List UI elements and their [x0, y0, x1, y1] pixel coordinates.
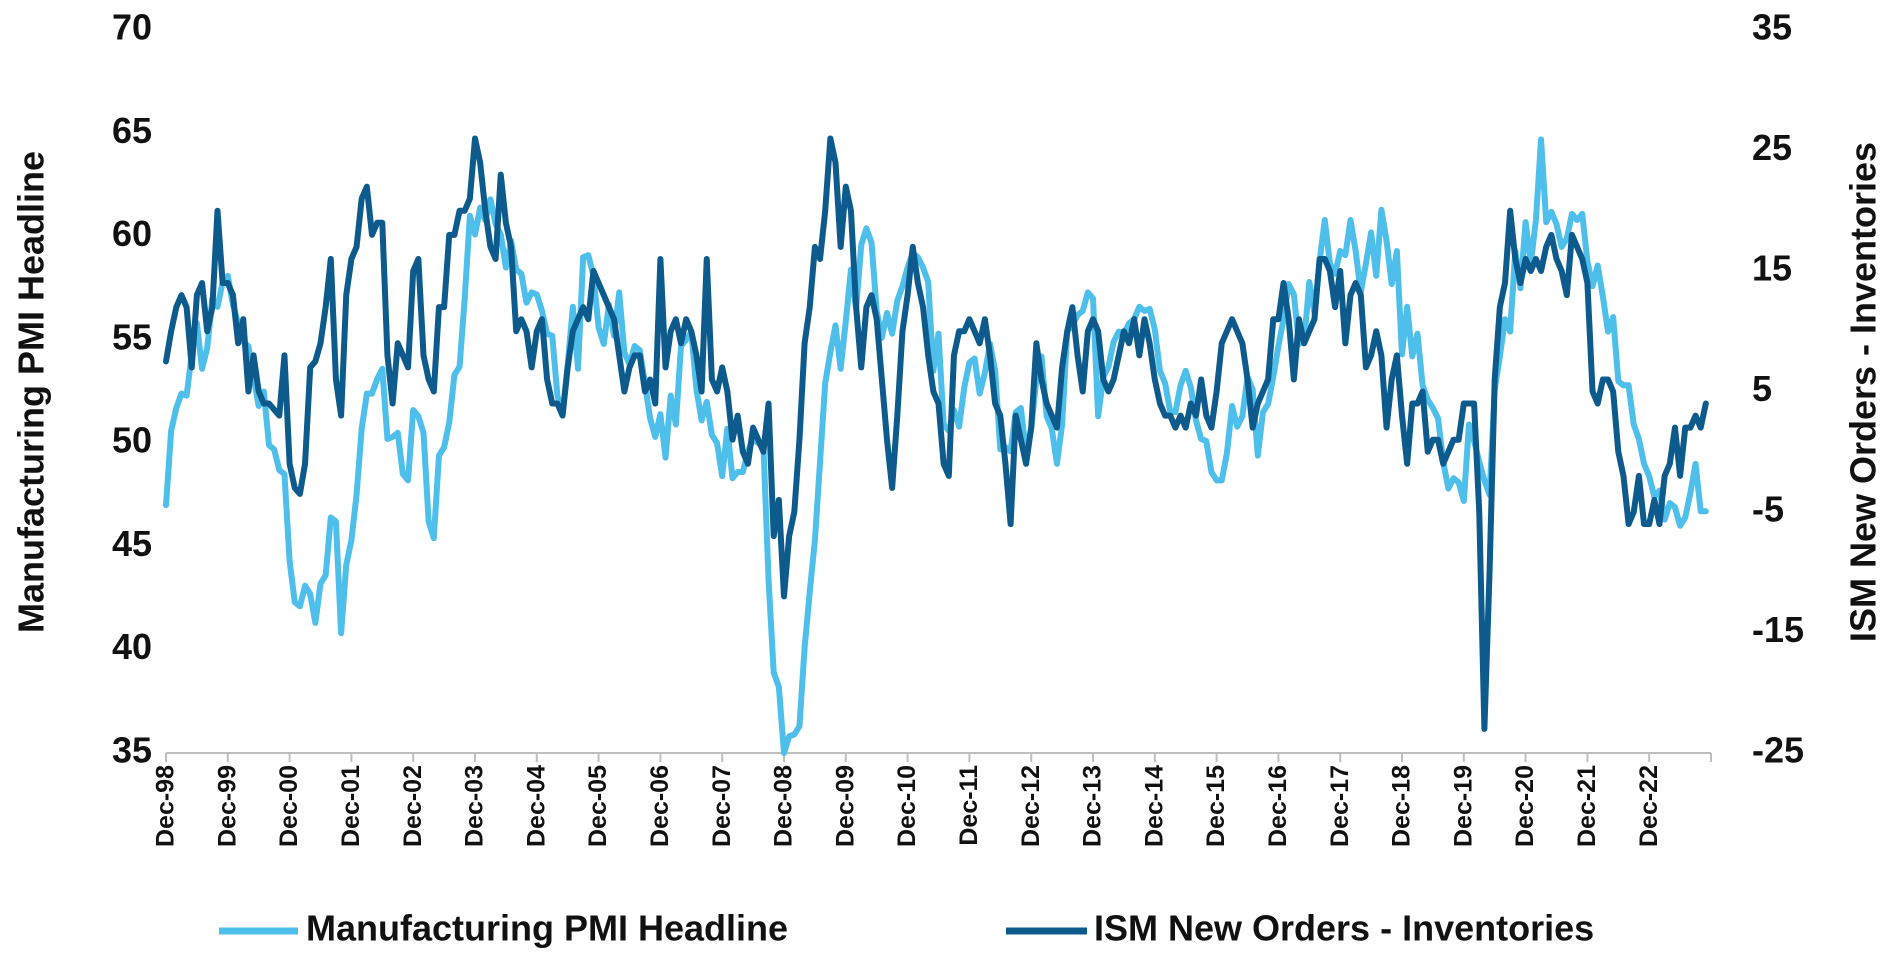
x-tick-label: Dec-21 — [1573, 765, 1601, 847]
x-tick-label: Dec-99 — [213, 765, 241, 847]
series-line — [163, 135, 1709, 732]
x-tick-label: Dec-03 — [461, 765, 489, 847]
x-tick-label: Dec-98 — [152, 765, 180, 847]
y-tick-label: 35 — [112, 730, 152, 771]
y2-tick-label: -15 — [1752, 609, 1804, 650]
y-tick-label: 55 — [112, 316, 152, 357]
x-tick-label: Dec-11 — [955, 765, 983, 846]
x-tick-label: Dec-10 — [893, 765, 921, 847]
y-tick-label: 50 — [112, 420, 152, 461]
legend-label: ISM New Orders - Inventories — [1094, 908, 1594, 949]
x-tick-label: Dec-15 — [1202, 765, 1230, 847]
x-tick-label: Dec-08 — [770, 765, 798, 847]
legend-label: Manufacturing PMI Headline — [306, 908, 788, 949]
x-tick-label: Dec-17 — [1326, 765, 1354, 847]
y2-tick-label: 35 — [1752, 7, 1792, 48]
y2-tick-label: 25 — [1752, 127, 1792, 168]
legend: Manufacturing PMI Headline ISM New Orders… — [219, 908, 1594, 949]
y-tick-label: 65 — [112, 110, 152, 151]
x-tick-label: Dec-14 — [1140, 765, 1168, 847]
x-tick-label: Dec-02 — [399, 765, 427, 847]
y2-tick-label: 5 — [1752, 368, 1772, 409]
x-tick-label: Dec-16 — [1264, 765, 1292, 847]
x-tick-label: Dec-20 — [1511, 765, 1539, 847]
y2-tick-label: -5 — [1752, 489, 1784, 530]
y2-tick-label: 15 — [1752, 248, 1792, 289]
x-tick-label: Dec-05 — [584, 765, 612, 847]
x-tick-label: Dec-18 — [1388, 765, 1416, 847]
series-line — [163, 136, 1709, 756]
x-tick-label: Dec-12 — [1017, 765, 1045, 847]
y-tick-label: 45 — [112, 523, 152, 564]
y-axis-title: Manufacturing PMI Headline — [11, 151, 52, 633]
x-tick-label: Dec-06 — [646, 765, 674, 847]
y-tick-label: 40 — [112, 626, 152, 667]
y-tick-label: 60 — [112, 213, 152, 254]
x-tick-label: Dec-13 — [1079, 765, 1107, 847]
x-tick-label: Dec-09 — [831, 765, 859, 847]
x-tick-label: Dec-07 — [708, 765, 736, 847]
y2-axis-title: ISM New Orders - Inventories — [1843, 142, 1884, 642]
x-tick-label: Dec-04 — [522, 765, 550, 847]
y-tick-label: 70 — [112, 7, 152, 48]
x-tick-label: Dec-01 — [337, 765, 365, 847]
x-tick-label: Dec-00 — [275, 765, 303, 847]
x-tick-label: Dec-22 — [1635, 765, 1663, 847]
y2-tick-label: -25 — [1752, 730, 1804, 771]
x-tick-label: Dec-19 — [1449, 765, 1477, 847]
